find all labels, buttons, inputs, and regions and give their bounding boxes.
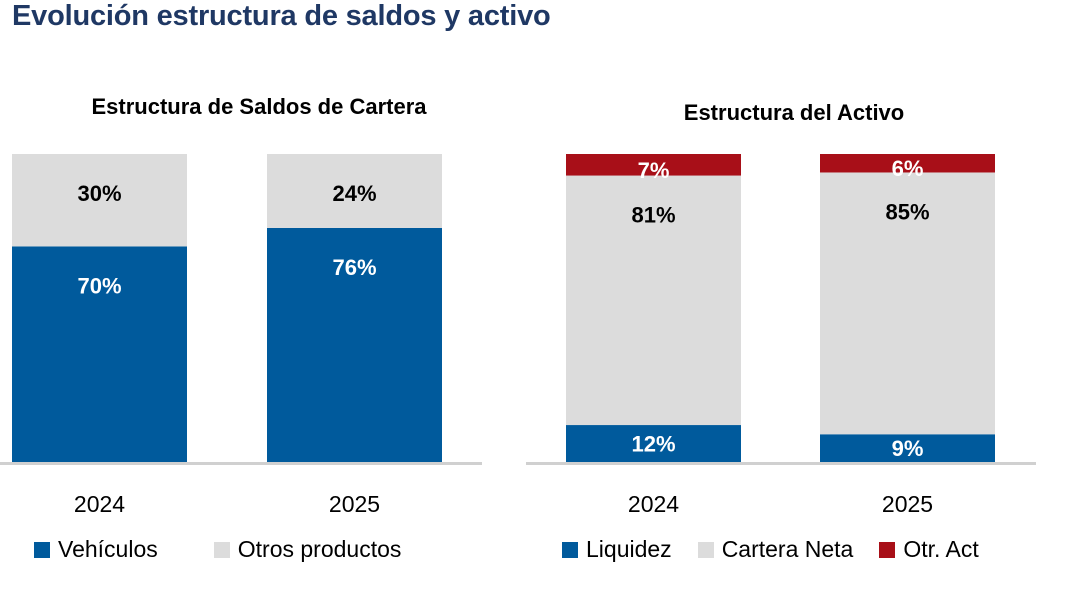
data-label-otr-act-2025: 6% <box>892 156 924 181</box>
bar-otr-act-2024 <box>566 154 741 176</box>
x-tick-label-2024: 2024 <box>74 491 125 517</box>
bar-otros-productos-2025 <box>267 154 442 228</box>
x-axis-line <box>526 462 1036 465</box>
data-label-otr-act-2024: 7% <box>638 158 670 183</box>
legend-swatch-cartera-neta <box>697 541 714 558</box>
legend-saldos-cartera: Vehículos Otros productos <box>34 536 401 563</box>
legend-item-liquidez: Liquidez <box>562 536 672 563</box>
x-tick-label-2024: 2024 <box>628 491 679 517</box>
data-label-liquidez-2025: 9% <box>892 436 924 461</box>
chart-title-saldos-cartera: Estructura de Saldos de Cartera <box>91 94 427 119</box>
bar-liquidez-2024 <box>566 425 741 462</box>
legend-estructura-activo: Liquidez Cartera Neta Otr. Act <box>562 536 979 563</box>
bar-otr-act-2025 <box>820 154 995 173</box>
legend-label-liquidez: Liquidez <box>586 536 672 562</box>
data-label-vehiculos-2024: 70% <box>77 273 121 298</box>
legend-label-vehiculos: Vehículos <box>58 536 158 562</box>
x-tick-label-2025: 2025 <box>882 491 933 517</box>
legend-item-otr-act: Otr. Act <box>879 536 979 563</box>
legend-swatch-otros-productos <box>213 541 230 558</box>
x-axis-line <box>0 462 482 465</box>
legend-item-cartera-neta: Cartera Neta <box>697 536 854 563</box>
data-label-liquidez-2024: 12% <box>631 432 675 457</box>
data-label-otros-productos-2025: 24% <box>332 181 376 206</box>
legend-label-otr-act: Otr. Act <box>903 536 979 562</box>
legend-label-otros-productos: Otros productos <box>237 536 402 562</box>
legend-item-vehiculos: Vehículos <box>34 536 158 563</box>
legend-swatch-vehiculos <box>34 541 50 558</box>
legend-swatch-liquidez <box>562 541 578 558</box>
data-label-otros-productos-2024: 30% <box>77 181 121 206</box>
data-label-cartera-neta-2025: 85% <box>885 199 929 224</box>
chart-title-estructura-activo: Estructura del Activo <box>683 100 905 125</box>
bar-cartera-neta-2024 <box>566 175 741 426</box>
bar-vehiculos-2025 <box>267 227 442 462</box>
bar-vehiculos-2024 <box>12 246 187 462</box>
bar-otros-productos-2024 <box>12 154 187 247</box>
x-tick-label-2025: 2025 <box>329 491 380 517</box>
legend-item-otros-productos: Otros productos <box>213 536 402 563</box>
bar-cartera-neta-2025 <box>820 172 995 435</box>
legend-label-cartera-neta: Cartera Neta <box>721 536 854 562</box>
chart-activo: 12% 81% 7% 2024 9% 85% 6% 2025 <box>526 154 1036 517</box>
data-label-cartera-neta-2024: 81% <box>631 203 675 228</box>
bar-liquidez-2025 <box>820 434 995 462</box>
chart-saldos: 70% 30% 2024 76% 24% 2025 <box>0 154 482 517</box>
data-label-vehiculos-2025: 76% <box>332 255 376 280</box>
legend-swatch-otr-act <box>879 541 896 558</box>
page-title: Evolución estructura de saldos y activo <box>12 0 551 32</box>
